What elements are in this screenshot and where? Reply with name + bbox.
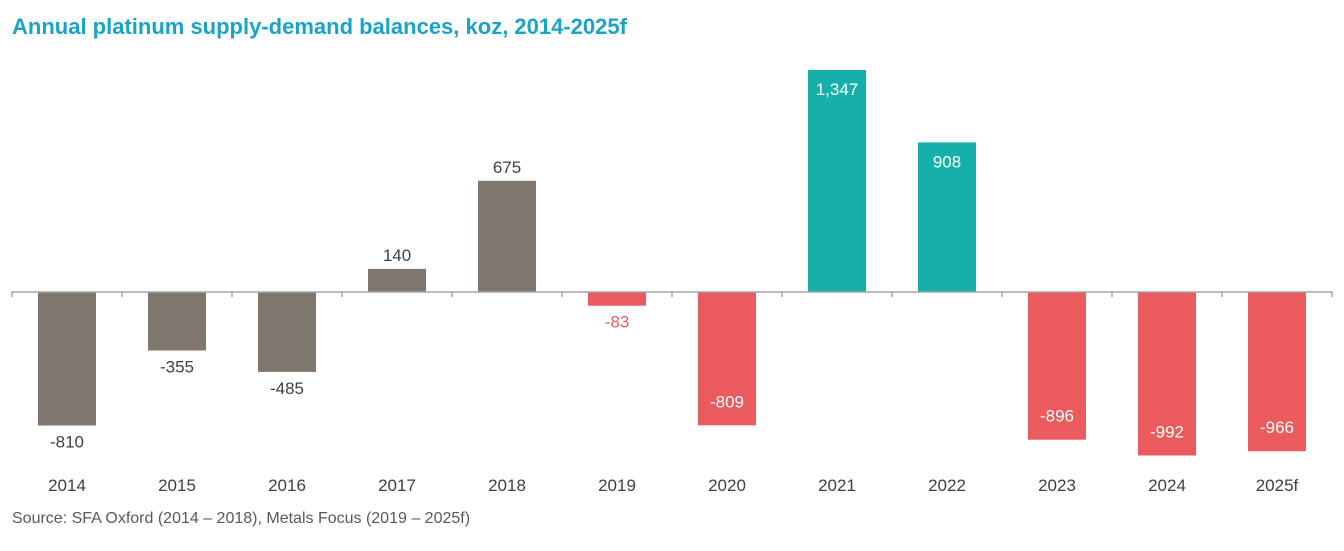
bar-2019: [588, 292, 646, 306]
ticks-layer: 2014 2015 2016 2017 2018 2019 2020 2021 2022 2023…: [48, 476, 1298, 495]
x-tick-label-2018: 2018: [488, 476, 526, 495]
x-tick-label-2016: 2016: [268, 476, 306, 495]
data-label-2016: -485: [270, 379, 304, 398]
data-label-2017: 140: [383, 246, 411, 265]
bar-2022: [918, 142, 976, 292]
chart-source: Source: SFA Oxford (2014 – 2018), Metals…: [12, 510, 471, 527]
data-label-2024: -992: [1150, 423, 1184, 442]
bar-2015: [148, 292, 206, 351]
x-tick-label-2020: 2020: [708, 476, 746, 495]
data-label-2023: -896: [1040, 407, 1074, 426]
data-label-2022: 908: [933, 152, 961, 171]
labels-layer: -810 -355 -485 140 675 -83 -809 1,347 908 -896 -99…: [50, 80, 1294, 452]
data-label-2018: 675: [493, 158, 521, 177]
bar-2018: [478, 180, 536, 292]
bar-2021: [808, 70, 866, 292]
bar-2025f: [1248, 292, 1306, 452]
bar-2014: [38, 292, 96, 426]
data-label-2025f: -966: [1260, 418, 1294, 437]
x-tick-label-2025f: 2025f: [1256, 476, 1299, 495]
data-label-2020: -809: [710, 392, 744, 411]
bar-2020: [698, 292, 756, 426]
bar-2017: [368, 268, 426, 292]
bar-2016: [258, 292, 316, 372]
data-label-2019: -83: [605, 313, 630, 332]
x-tick-label-2014: 2014: [48, 476, 86, 495]
x-tick-label-2019: 2019: [598, 476, 636, 495]
bars-layer: [38, 70, 1306, 456]
data-label-2021: 1,347: [816, 80, 859, 99]
x-tick-label-2023: 2023: [1038, 476, 1076, 495]
bar-2023: [1028, 292, 1086, 440]
data-label-2014: -810: [50, 433, 84, 452]
chart-title: Annual platinum supply-demand balances, …: [12, 14, 627, 39]
axis-layer: [11, 291, 1333, 297]
bar-2024: [1138, 292, 1196, 456]
x-tick-label-2022: 2022: [928, 476, 966, 495]
x-tick-label-2015: 2015: [158, 476, 196, 495]
x-tick-label-2024: 2024: [1148, 476, 1186, 495]
data-label-2015: -355: [160, 358, 194, 377]
x-tick-label-2017: 2017: [378, 476, 416, 495]
x-tick-label-2021: 2021: [818, 476, 856, 495]
